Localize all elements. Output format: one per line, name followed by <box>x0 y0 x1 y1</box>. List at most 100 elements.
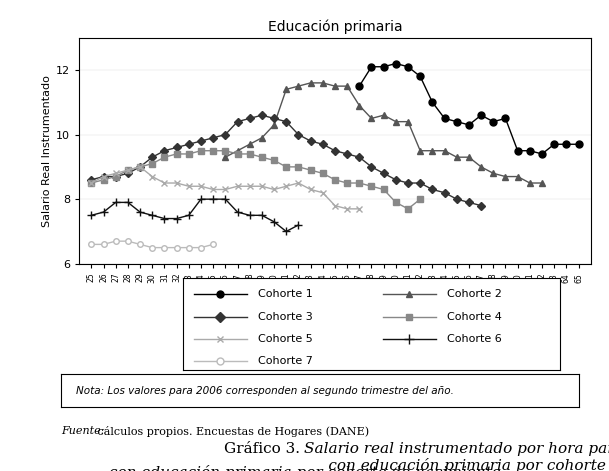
Cohorte 3 <box>246 115 253 121</box>
Cohorte 6 <box>112 200 119 205</box>
Cohorte 4 <box>380 187 387 192</box>
Cohorte 4 <box>136 164 144 170</box>
Cohorte 4 <box>356 180 363 186</box>
Cohorte 4 <box>234 151 241 157</box>
Cohorte 7 <box>112 238 119 244</box>
Cohorte 4 <box>124 167 132 173</box>
Cohorte 5 <box>319 190 326 195</box>
Cohorte 1 <box>441 115 448 121</box>
Cohorte 3 <box>417 180 424 186</box>
Cohorte 2 <box>331 83 339 89</box>
Cohorte 3 <box>356 154 363 160</box>
Cohorte 2 <box>295 83 302 89</box>
Line: Cohorte 3: Cohorte 3 <box>88 113 484 208</box>
Cohorte 6 <box>185 212 192 218</box>
Cohorte 1 <box>551 141 558 147</box>
Line: Cohorte 5: Cohorte 5 <box>88 163 363 212</box>
Cohorte 6 <box>246 212 253 218</box>
Cohorte 1 <box>404 64 412 70</box>
Cohorte 4 <box>319 171 326 176</box>
Cohorte 6 <box>197 196 205 202</box>
Cohorte 5 <box>112 171 119 176</box>
Cohorte 4 <box>222 148 229 154</box>
Cohorte 1 <box>514 148 521 154</box>
Cohorte 2 <box>429 148 436 154</box>
Cohorte 4 <box>331 177 339 183</box>
Cohorte 1 <box>563 141 570 147</box>
Cohorte 6 <box>295 222 302 228</box>
Cohorte 2 <box>417 148 424 154</box>
Text: con educación primaria por cohorte de nacimiento: con educación primaria por cohorte de na… <box>108 465 501 471</box>
Cohorte 5 <box>173 180 180 186</box>
Cohorte 1 <box>502 115 509 121</box>
X-axis label: Edad: Edad <box>319 287 351 300</box>
Text: Cohorte 7: Cohorte 7 <box>258 357 313 366</box>
Cohorte 2 <box>441 148 448 154</box>
Cohorte 5 <box>149 174 156 179</box>
Title: Educación primaria: Educación primaria <box>267 19 403 34</box>
Cohorte 3 <box>295 132 302 138</box>
Cohorte 1 <box>356 83 363 89</box>
Cohorte 1 <box>417 73 424 79</box>
Line: Cohorte 1: Cohorte 1 <box>356 60 582 157</box>
Cohorte 3 <box>161 148 168 154</box>
Cohorte 5 <box>234 183 241 189</box>
Cohorte 5 <box>258 183 266 189</box>
Cohorte 2 <box>465 154 473 160</box>
Cohorte 4 <box>270 158 278 163</box>
Cohorte 6 <box>222 196 229 202</box>
Cohorte 3 <box>112 174 119 179</box>
Cohorte 1 <box>526 148 533 154</box>
Cohorte 3 <box>441 190 448 195</box>
Cohorte 3 <box>234 119 241 124</box>
Cohorte 3 <box>283 119 290 124</box>
Cohorte 2 <box>380 113 387 118</box>
Cohorte 2 <box>307 80 314 86</box>
Cohorte 7 <box>149 245 156 251</box>
Cohorte 7 <box>88 242 95 247</box>
Cohorte 4 <box>197 148 205 154</box>
Cohorte 6 <box>209 196 217 202</box>
Cohorte 7 <box>161 245 168 251</box>
Cohorte 4 <box>149 161 156 166</box>
Text: Cohorte 2: Cohorte 2 <box>447 289 502 300</box>
Line: Cohorte 4: Cohorte 4 <box>88 148 423 211</box>
Cohorte 4 <box>258 154 266 160</box>
Cohorte 6 <box>88 212 95 218</box>
Cohorte 6 <box>124 200 132 205</box>
Line: Cohorte 2: Cohorte 2 <box>222 80 546 187</box>
Cohorte 5 <box>246 183 253 189</box>
Cohorte 5 <box>331 203 339 209</box>
Cohorte 4 <box>185 151 192 157</box>
Cohorte 3 <box>343 151 351 157</box>
Cohorte 1 <box>429 99 436 105</box>
Cohorte 2 <box>368 115 375 121</box>
Cohorte 6 <box>149 212 156 218</box>
Cohorte 3 <box>136 164 144 170</box>
Cohorte 1 <box>380 64 387 70</box>
Cohorte 1 <box>477 113 485 118</box>
Cohorte 3 <box>453 196 460 202</box>
Line: Cohorte 6: Cohorte 6 <box>87 195 303 236</box>
Cohorte 2 <box>222 154 229 160</box>
Cohorte 1 <box>453 119 460 124</box>
Cohorte 1 <box>368 64 375 70</box>
Cohorte 2 <box>356 103 363 108</box>
Cohorte 3 <box>149 154 156 160</box>
Cohorte 3 <box>270 115 278 121</box>
Text: Cohorte 4: Cohorte 4 <box>447 312 502 322</box>
Cohorte 3 <box>209 135 217 141</box>
Cohorte 5 <box>222 187 229 192</box>
Cohorte 6 <box>234 209 241 215</box>
Cohorte 1 <box>575 141 582 147</box>
Cohorte 3 <box>307 138 314 144</box>
Text: Nota: Los valores para 2006 corresponden al segundo trimestre del año.: Nota: Los valores para 2006 corresponden… <box>77 386 454 396</box>
Cohorte 2 <box>270 122 278 128</box>
Cohorte 1 <box>538 151 546 157</box>
Cohorte 3 <box>173 145 180 150</box>
Cohorte 2 <box>477 164 485 170</box>
Cohorte 2 <box>502 174 509 179</box>
Cohorte 4 <box>100 177 107 183</box>
Cohorte 4 <box>392 200 400 205</box>
Text: Gráfico 3.: Gráfico 3. <box>224 442 304 456</box>
